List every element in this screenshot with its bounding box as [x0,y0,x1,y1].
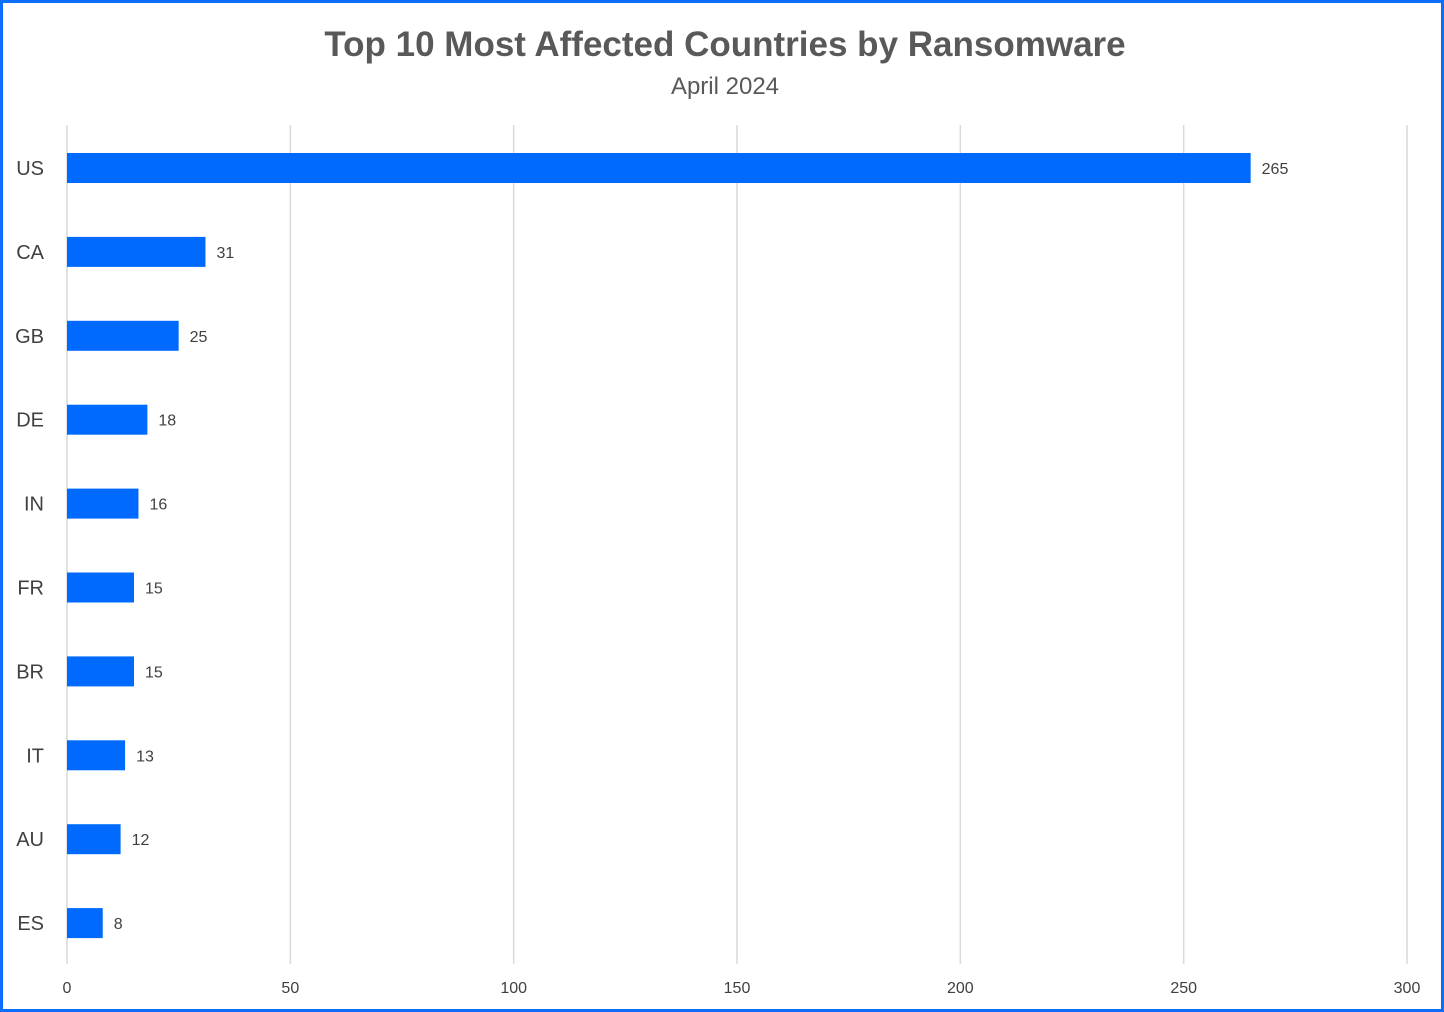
category-label: US [16,158,44,180]
bar-ca [67,236,206,267]
x-tick-label: 100 [500,980,527,997]
chart-title: Top 10 Most Affected Countries by Ransom… [324,25,1126,64]
category-label: DE [16,410,44,432]
data-label: 8 [114,916,123,933]
category-label: IN [24,494,44,516]
category-label: GB [15,326,44,348]
data-label: 16 [149,497,167,514]
x-tick-label: 150 [724,980,751,997]
data-label: 12 [132,832,150,849]
category-label: ES [17,913,44,935]
x-tick-label: 50 [281,980,299,997]
bars [67,153,1251,939]
data-label: 15 [145,664,163,681]
data-label: 13 [136,748,154,765]
data-label: 31 [216,245,234,262]
category-label: CA [16,242,44,264]
data-label: 25 [190,329,208,346]
bar-it [67,740,126,771]
category-label: IT [26,745,44,767]
bar-fr [67,572,134,603]
x-tick-label: 300 [1394,980,1421,997]
bar-de [67,404,148,435]
data-label: 15 [145,581,163,598]
bar-in [67,488,139,519]
bar-au [67,824,121,855]
x-tick-label: 200 [947,980,974,997]
labels: 0 50 100 150 200 250 300 US 265 CA 31 GB 25 DE 18 IN 16 F… [15,158,1420,997]
x-tick-label: 0 [63,980,72,997]
data-label: 18 [158,413,176,430]
bar-br [67,656,134,687]
bar-us [67,153,1251,183]
category-label: AU [16,829,44,851]
data-label: 265 [1262,161,1289,178]
x-tick-label: 250 [1170,980,1197,997]
bar-gb [67,320,179,351]
gridlines [66,125,1408,964]
category-label: FR [17,578,44,600]
chart-subtitle: April 2024 [670,73,780,100]
category-label: BR [16,661,44,683]
bar-es [67,908,103,939]
